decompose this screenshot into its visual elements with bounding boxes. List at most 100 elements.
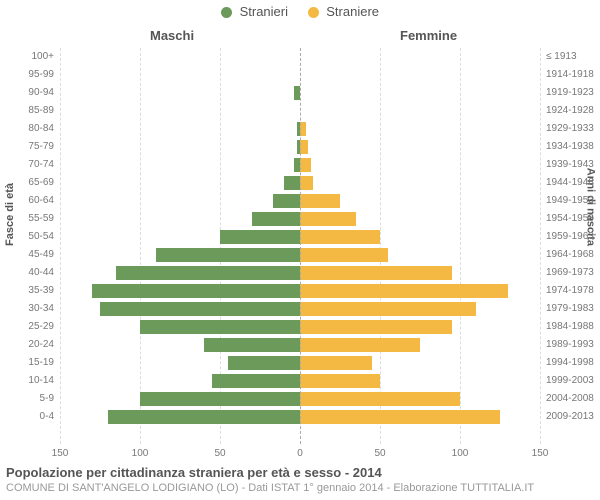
bar-male [140, 320, 300, 334]
y-label-age: 20-24 [0, 340, 54, 350]
y-label-age: 95-99 [0, 70, 54, 80]
column-title-female: Femmine [400, 28, 457, 43]
legend: Stranieri Straniere [0, 4, 600, 19]
y-label-age: 90-94 [0, 88, 54, 98]
y-label-birth: 1924-1928 [546, 106, 594, 116]
bar-female [300, 338, 420, 352]
bar-female [300, 248, 388, 262]
bar-female [300, 140, 308, 154]
y-label-birth: 1949-1953 [546, 196, 594, 206]
bar-female [300, 158, 311, 172]
x-tick-label: 100 [132, 448, 149, 459]
bar-female [300, 194, 340, 208]
bar-male [116, 266, 300, 280]
bar-male [156, 248, 300, 262]
bar-female [300, 266, 452, 280]
bar-male [273, 194, 300, 208]
y-label-birth: 1994-1998 [546, 358, 594, 368]
y-label-birth: 2004-2008 [546, 394, 594, 404]
y-label-birth: 1919-1923 [546, 88, 594, 98]
y-label-birth: 1964-1968 [546, 250, 594, 260]
population-pyramid-chart: Stranieri Straniere Maschi Femmine Fasce… [0, 0, 600, 500]
y-label-birth: 1959-1963 [546, 232, 594, 242]
x-tick-label: 50 [214, 448, 225, 459]
y-label-age: 55-59 [0, 214, 54, 224]
gridline [140, 48, 141, 444]
bar-male [284, 176, 300, 190]
bar-male [204, 338, 300, 352]
x-tick-label: 0 [297, 448, 303, 459]
bar-male [100, 302, 300, 316]
y-label-age: 100+ [0, 52, 54, 62]
y-label-age: 35-39 [0, 286, 54, 296]
legend-female: Straniere [308, 4, 379, 19]
bar-male [92, 284, 300, 298]
bar-female [300, 302, 476, 316]
y-label-age: 40-44 [0, 268, 54, 278]
legend-female-label: Straniere [326, 4, 379, 19]
y-label-age: 70-74 [0, 160, 54, 170]
x-tick-label: 150 [532, 448, 549, 459]
bar-male [108, 410, 300, 424]
y-label-age: 5-9 [0, 394, 54, 404]
gridline [60, 48, 61, 444]
y-label-age: 0-4 [0, 412, 54, 422]
chart-subtitle: COMUNE DI SANT'ANGELO LODIGIANO (LO) - D… [6, 482, 594, 494]
bar-female [300, 392, 460, 406]
y-label-age: 50-54 [0, 232, 54, 242]
zero-line [300, 48, 301, 444]
y-label-birth: 1944-1948 [546, 178, 594, 188]
y-label-age: 45-49 [0, 250, 54, 260]
y-label-birth: 1914-1918 [546, 70, 594, 80]
bar-female [300, 284, 508, 298]
bar-female [300, 212, 356, 226]
y-label-birth: 1929-1933 [546, 124, 594, 134]
column-title-male: Maschi [150, 28, 194, 43]
gridline [540, 48, 541, 444]
y-label-birth: 1954-1958 [546, 214, 594, 224]
y-label-age: 60-64 [0, 196, 54, 206]
y-label-birth: 2009-2013 [546, 412, 594, 422]
y-label-birth: ≤ 1913 [546, 52, 577, 62]
chart-title: Popolazione per cittadinanza straniera p… [6, 465, 594, 480]
x-tick-label: 150 [52, 448, 69, 459]
x-tick-label: 50 [374, 448, 385, 459]
bar-female [300, 230, 380, 244]
y-label-birth: 1984-1988 [546, 322, 594, 332]
chart-footer: Popolazione per cittadinanza straniera p… [6, 465, 594, 494]
y-label-age: 25-29 [0, 322, 54, 332]
y-label-birth: 1939-1943 [546, 160, 594, 170]
y-label-birth: 1934-1938 [546, 142, 594, 152]
y-label-birth: 1989-1993 [546, 340, 594, 350]
y-label-birth: 1979-1983 [546, 304, 594, 314]
y-label-birth: 1999-2003 [546, 376, 594, 386]
x-tick-label: 100 [452, 448, 469, 459]
bar-male [212, 374, 300, 388]
y-label-age: 85-89 [0, 106, 54, 116]
legend-female-swatch [308, 7, 319, 18]
y-label-birth: 1974-1978 [546, 286, 594, 296]
bar-male [228, 356, 300, 370]
bar-female [300, 176, 313, 190]
y-label-age: 10-14 [0, 376, 54, 386]
bar-male [220, 230, 300, 244]
gridline [460, 48, 461, 444]
bar-female [300, 374, 380, 388]
bar-male [140, 392, 300, 406]
plot-area [60, 48, 540, 444]
y-label-age: 30-34 [0, 304, 54, 314]
y-label-birth: 1969-1973 [546, 268, 594, 278]
legend-male-label: Stranieri [240, 4, 288, 19]
y-label-age: 65-69 [0, 178, 54, 188]
bars-female [300, 48, 540, 444]
bar-female [300, 410, 500, 424]
legend-male-swatch [221, 7, 232, 18]
y-label-age: 15-19 [0, 358, 54, 368]
legend-male: Stranieri [221, 4, 288, 19]
gridline [380, 48, 381, 444]
bars-male [60, 48, 300, 444]
y-label-age: 75-79 [0, 142, 54, 152]
bar-male [252, 212, 300, 226]
y-label-age: 80-84 [0, 124, 54, 134]
bar-female [300, 320, 452, 334]
